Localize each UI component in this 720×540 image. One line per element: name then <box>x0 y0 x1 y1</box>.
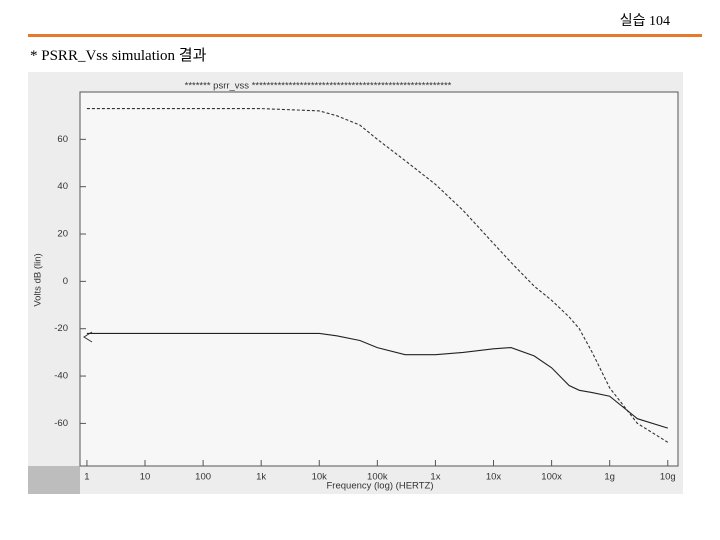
x-tick-label: 100x <box>541 472 562 483</box>
x-tick-label: 1 <box>84 472 89 483</box>
page-number: 실습 104 <box>619 14 670 29</box>
x-axis-label: Frequency (log) (HERTZ) <box>327 481 434 492</box>
y-tick-label: -60 <box>54 418 68 429</box>
y-tick-label: 0 <box>63 276 68 287</box>
series-line <box>86 332 668 429</box>
scan-corner <box>28 466 80 494</box>
y-tick-label: 20 <box>57 229 68 240</box>
y-axis-label: Volts dB (lin) <box>33 253 44 306</box>
header-rule <box>28 34 702 37</box>
y-tick-label: 40 <box>57 181 68 192</box>
y-tick-label: 60 <box>57 134 68 145</box>
x-tick-label: 1g <box>604 472 615 483</box>
y-tick-label: -40 <box>54 371 68 382</box>
plot-frame <box>79 91 679 467</box>
heading: * PSRR_Vss simulation 결과 <box>30 48 207 64</box>
x-tick-label: 10 <box>140 472 151 483</box>
x-tick-label: 10k <box>312 472 328 483</box>
x-tick-label: 10x <box>486 472 502 483</box>
x-tick-label: 1x <box>430 472 440 483</box>
y-tick-label: -20 <box>54 323 68 334</box>
chart-title: ******* psrr_vss ***********************… <box>185 81 452 92</box>
x-tick-label: 10g <box>660 472 676 483</box>
x-tick-label: 100 <box>195 472 211 483</box>
x-tick-label: 1k <box>256 472 266 483</box>
x-tick-label: 100k <box>367 472 388 483</box>
